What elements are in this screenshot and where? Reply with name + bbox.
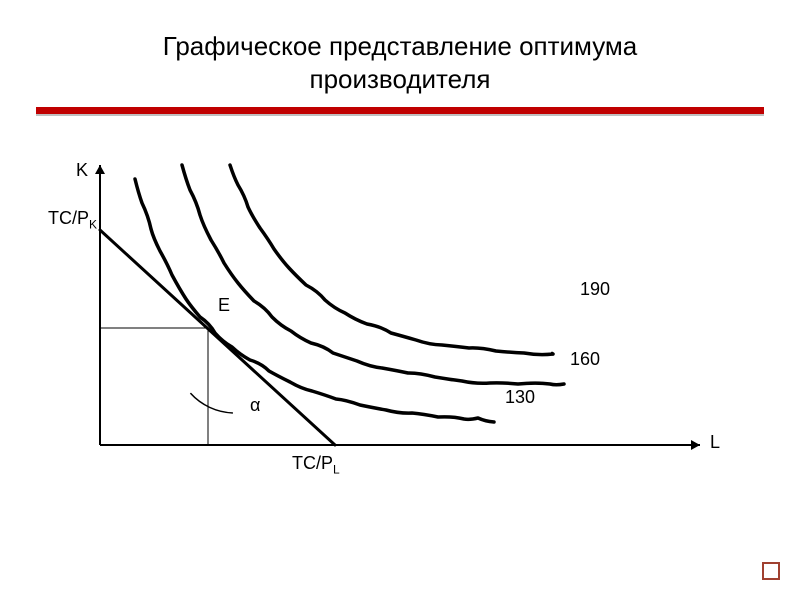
y-intercept-label: TC/PK [48, 208, 97, 232]
slide-corner-marker [762, 562, 780, 580]
isoquant-label: 190 [580, 279, 610, 299]
y-axis-label: K [76, 160, 88, 181]
title-line1: Графическое представление оптимума [163, 31, 638, 61]
producer-optimum-chart: 130160190 K TC/PK E α TC/PL L [60, 155, 740, 525]
isoquant-label: 130 [505, 387, 535, 407]
angle-label: α [250, 395, 260, 416]
x-axis-label: L [710, 432, 720, 453]
x-intercept-label: TC/PL [292, 453, 340, 477]
isoquant-label: 160 [570, 349, 600, 369]
title-underline [0, 107, 800, 116]
title-line2: производителя [309, 64, 490, 94]
tangent-point-label: E [218, 295, 230, 316]
